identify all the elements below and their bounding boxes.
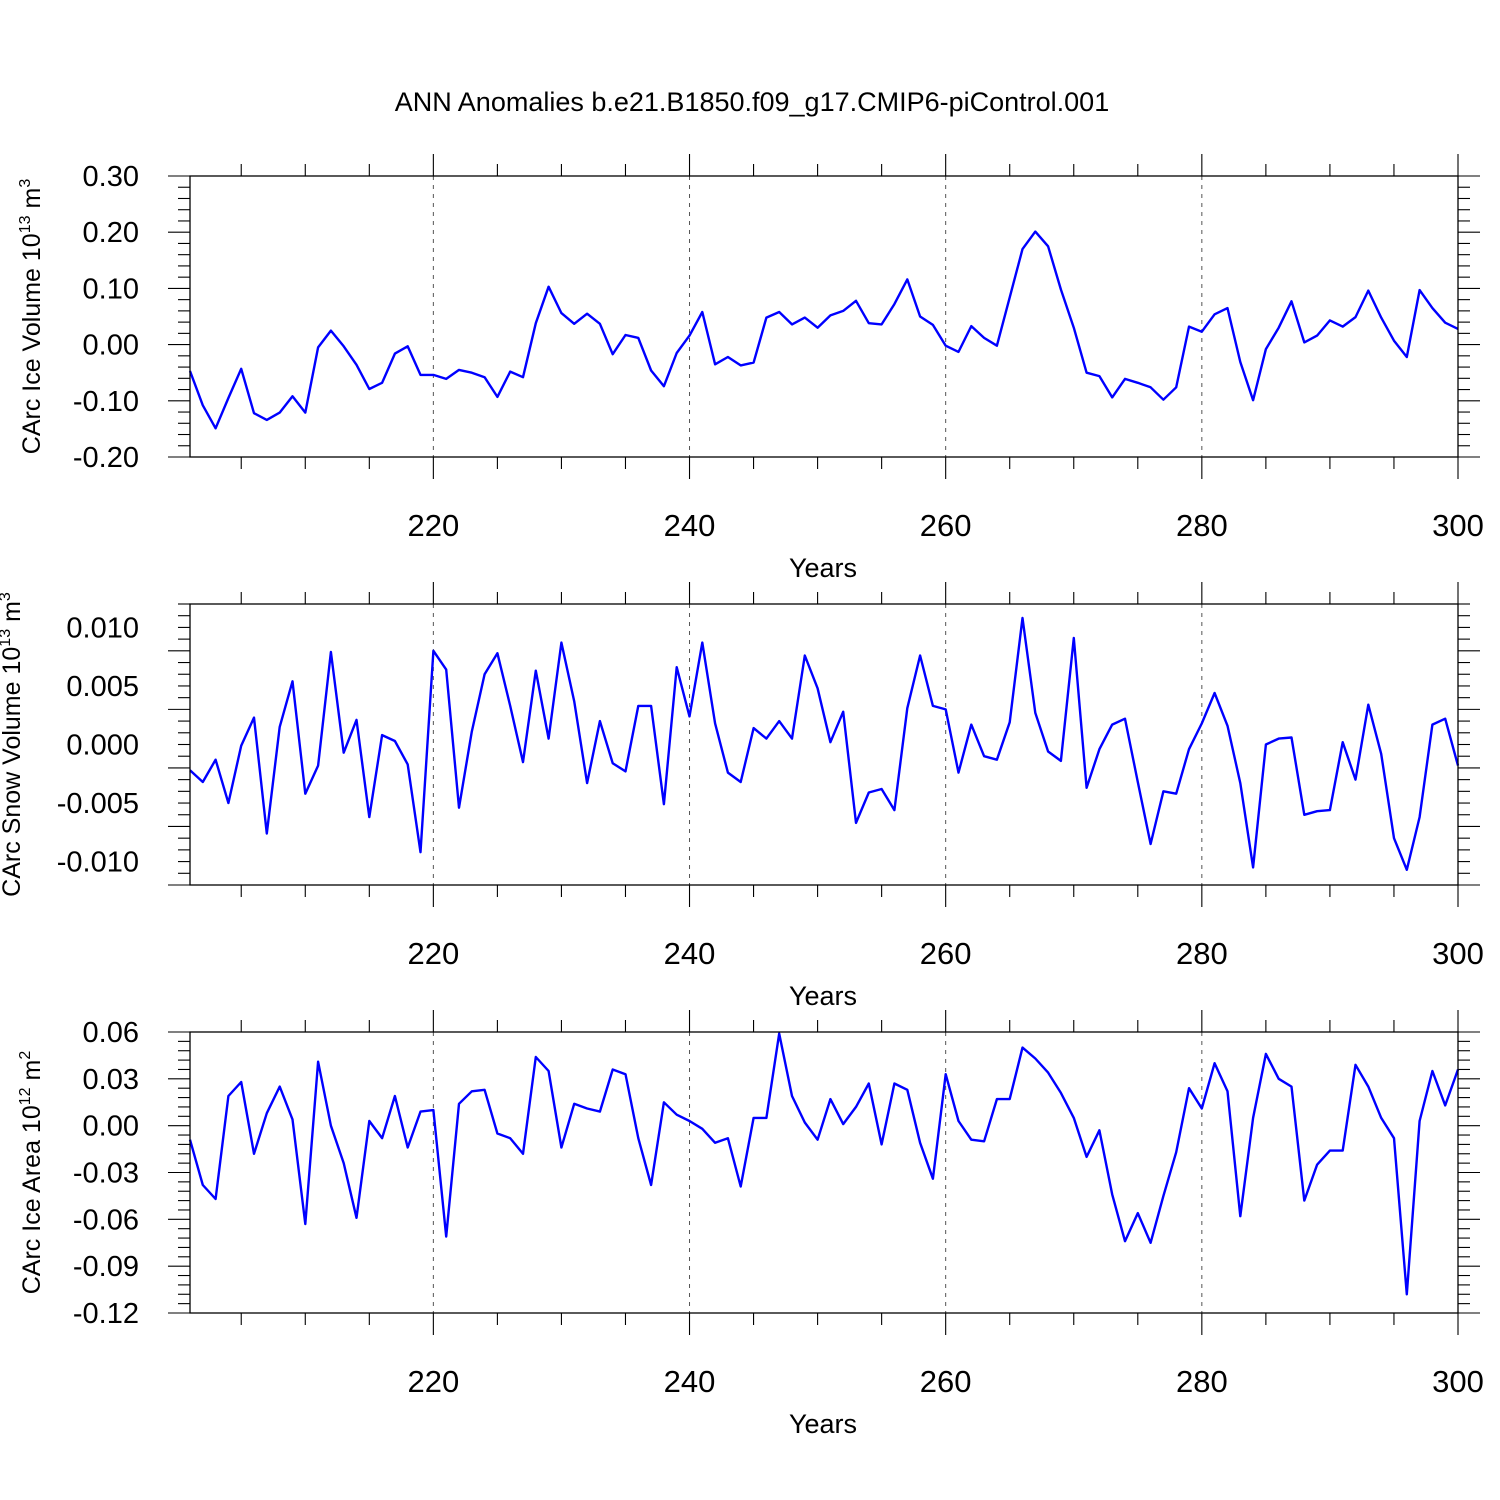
y-tick-label: -0.10	[73, 386, 139, 418]
x-axis-label: Years	[789, 553, 857, 583]
y-axis-label-exponent: 12	[17, 1087, 34, 1105]
y-tick-label: 0.000	[66, 730, 139, 762]
y-axis-label-exponent: 13	[0, 629, 14, 647]
chart-panel-1: -0.20 -0.10 0.00 0.10 0.20 0.30 220 240 260 280 30…	[17, 154, 1484, 583]
y-axis-label: CArc Ice Volume 1013 m3	[17, 179, 46, 455]
y-tick-label: 0.00	[83, 1111, 139, 1143]
y-tick-label: -0.20	[73, 442, 139, 474]
y-tick-label: 0.00	[83, 330, 139, 362]
chart-panel-2: -0.010 -0.005 0.000 0.005 0.010 220 240 260 280 3…	[0, 582, 1484, 1011]
x-tick-label: 280	[1176, 936, 1228, 971]
y-axis-label-text: CArc Snow Volume 10	[0, 647, 26, 897]
x-tick-label: 260	[920, 508, 972, 543]
chart-panel-3: -0.12 -0.09 -0.06 -0.03 0.00 0.03 0.06 220 240 26…	[17, 1010, 1484, 1439]
y-tick-label: -0.09	[73, 1251, 139, 1283]
y-tick-label: 0.30	[83, 161, 139, 193]
plot-frame	[189, 175, 1459, 458]
y-axis-label-unit-exponent: 3	[0, 592, 14, 601]
y-tick-label: 0.10	[83, 273, 139, 305]
y-tick-label: 0.03	[83, 1064, 139, 1096]
y-tick-label: 0.005	[66, 671, 139, 703]
x-tick-label: 240	[664, 936, 716, 971]
y-tick-label: -0.03	[73, 1158, 139, 1190]
figure-title: ANN Anomalies b.e21.B1850.f09_g17.CMIP6-…	[395, 87, 1109, 117]
y-tick-label: -0.010	[57, 847, 139, 879]
y-axis-label-unit: m	[18, 1060, 46, 1081]
y-axis-label-unit: m	[0, 601, 26, 622]
x-tick-label: 220	[407, 936, 459, 971]
y-axis-label-exponent: 13	[17, 215, 34, 233]
y-tick-label: 0.06	[83, 1017, 139, 1049]
y-tick-label: -0.005	[57, 788, 139, 820]
x-tick-label: 220	[407, 1364, 459, 1399]
x-tick-label: 300	[1432, 936, 1484, 971]
x-tick-label: 260	[920, 1364, 972, 1399]
x-tick-label: 240	[664, 508, 716, 543]
x-tick-label: 220	[407, 508, 459, 543]
y-axis-label-text: CArc Ice Area 10	[18, 1105, 46, 1294]
plot-frame	[189, 1031, 1459, 1314]
x-tick-label: 240	[664, 1364, 716, 1399]
y-axis-label-unit: m	[18, 188, 46, 209]
y-axis-label-unit-exponent: 2	[17, 1051, 34, 1060]
y-axis-label: CArc Snow Volume 1013 m3	[0, 592, 26, 897]
x-tick-label: 280	[1176, 1364, 1228, 1399]
x-tick-label: 300	[1432, 508, 1484, 543]
y-axis-label-unit-exponent: 3	[17, 179, 34, 188]
y-axis-label-text: CArc Ice Volume 10	[18, 233, 46, 454]
y-tick-label: 0.20	[83, 217, 139, 249]
x-tick-label: 300	[1432, 1364, 1484, 1399]
x-axis-label: Years	[789, 981, 857, 1011]
series-line	[189, 616, 1460, 871]
y-tick-label: -0.06	[73, 1204, 139, 1236]
y-tick-label: -0.12	[73, 1298, 139, 1330]
plot-frame	[189, 603, 1459, 886]
x-tick-label: 260	[920, 936, 972, 971]
series-line	[188, 230, 1459, 430]
x-tick-label: 280	[1176, 508, 1228, 543]
y-axis-label: CArc Ice Area 1012 m2	[17, 1051, 46, 1295]
y-tick-label: 0.010	[66, 612, 139, 644]
x-axis-label: Years	[789, 1409, 857, 1439]
series-line	[188, 1032, 1460, 1296]
